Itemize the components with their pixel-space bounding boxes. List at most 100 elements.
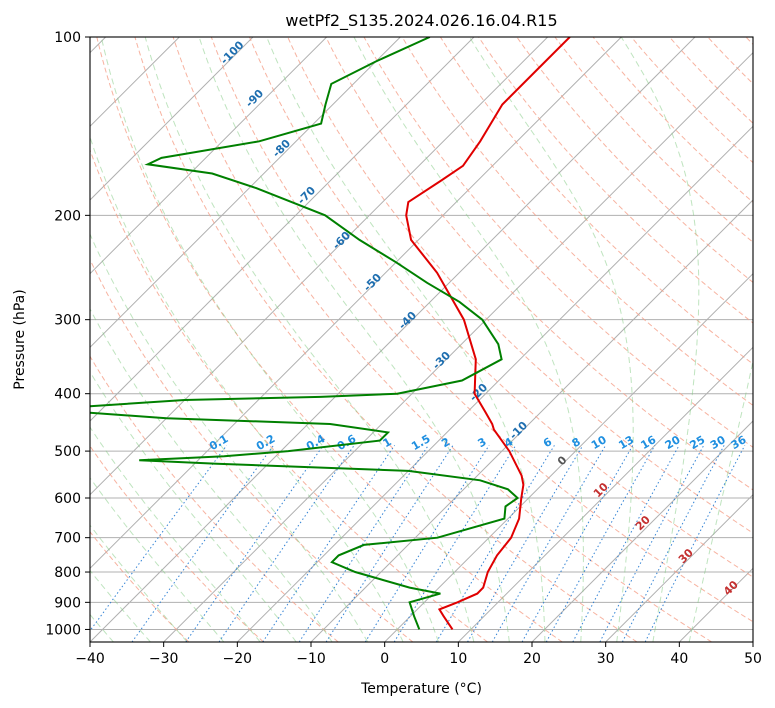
y-tick-label: 1000	[45, 622, 81, 638]
moist-adiabat	[90, 370, 297, 642]
moist-adiabat	[90, 569, 151, 642]
dry-adiabat	[90, 445, 264, 642]
x-axis-label: Temperature (°C)	[360, 681, 482, 697]
dry-adiabat	[90, 148, 488, 642]
axes: −40 −30 −20 −10 0 10 20 30 40 5010009008007006005…	[45, 30, 762, 667]
mixing-ratio-line	[262, 445, 396, 642]
mixing-ratio-line	[218, 445, 355, 642]
moist-adiabat	[90, 476, 225, 642]
plot-frame	[89, 36, 754, 643]
dry-adiabat	[707, 37, 753, 85]
moist-adiabat	[90, 524, 188, 642]
mixing-ratio-label: 36	[729, 433, 749, 452]
mixing-ratio-line	[491, 445, 607, 642]
mixing-ratio-line	[90, 445, 228, 632]
dry-adiabat	[401, 37, 753, 406]
dry-adiabat	[90, 258, 414, 642]
dry-adiabat	[554, 37, 753, 243]
x-tick-label: 40	[670, 651, 688, 667]
mixing-ratio-label: 25	[688, 433, 708, 452]
dry-adiabat	[363, 37, 753, 448]
x-tick-label: 50	[744, 651, 762, 667]
x-tick-label: 20	[523, 651, 541, 667]
y-tick-label: 200	[54, 208, 81, 224]
moist-adiabat	[620, 37, 700, 642]
mixing-ratio-line	[435, 445, 555, 642]
isotherm	[236, 125, 753, 642]
dry-adiabat	[592, 37, 753, 203]
dry-adiabat	[172, 37, 712, 642]
mixing-ratio-line	[131, 445, 274, 642]
isotherm	[90, 37, 475, 422]
dry-adiabat	[90, 355, 339, 642]
moist-adiabat	[90, 426, 261, 642]
isotherm	[90, 37, 328, 275]
dry-adiabat-label: 20	[633, 513, 653, 533]
mixing-ratio-line	[185, 445, 324, 642]
y-tick-label: 100	[54, 30, 81, 46]
moist-adiabat	[90, 232, 369, 642]
x-tick-label: 0	[380, 651, 389, 667]
dry-adiabat-label: 40	[721, 578, 741, 598]
mixing-ratio-label: 8	[570, 435, 583, 450]
dry-adiabat	[516, 37, 753, 284]
isotherm	[457, 346, 753, 642]
chart-title: wetPf2_S135.2024.026.16.04.R15	[285, 11, 557, 31]
y-axis-label: Pressure (hPa)	[12, 289, 28, 389]
y-tick-label: 300	[54, 313, 81, 329]
isotherm	[752, 641, 753, 642]
mixing-ratio-label: 0.4	[304, 432, 328, 453]
isotherm	[678, 567, 753, 642]
x-tick-label: 10	[449, 651, 467, 667]
y-tick-label: 700	[54, 531, 81, 547]
dewpoint-trace	[90, 37, 520, 630]
mixing-ratio-line	[393, 445, 517, 642]
dry-adiabat-label: -70	[295, 184, 318, 207]
mixing-ratio-label: 16	[639, 433, 659, 452]
dry-adiabat-label: -50	[361, 271, 384, 294]
mixing-ratio-line	[572, 445, 680, 642]
y-tick-label: 900	[54, 595, 81, 611]
dry-adiabat-label: 30	[676, 546, 696, 566]
isotherm	[384, 272, 753, 642]
x-tick-label: −30	[149, 651, 179, 667]
moist-adiabat	[100, 37, 439, 642]
y-tick-label: 400	[54, 387, 81, 403]
dry-adiabat-label: 0	[555, 453, 570, 468]
y-tick-label: 600	[54, 491, 81, 507]
mixing-ratio-line	[298, 445, 429, 642]
mixing-ratio-line	[621, 445, 725, 642]
dry-adiabat	[90, 531, 190, 642]
dry-adiabat	[745, 37, 753, 46]
mixing-ratio-label: 20	[663, 433, 683, 452]
background-lines	[90, 37, 753, 642]
dry-adiabat-label: -40	[396, 309, 419, 332]
moist-adiabat	[198, 37, 510, 642]
moist-adiabat	[90, 135, 404, 642]
dry-adiabat-label: 10	[591, 480, 611, 500]
mixing-ratio-line	[521, 445, 634, 642]
dry-adiabat	[249, 37, 753, 578]
dry-adiabat	[287, 37, 753, 534]
isotherm	[531, 420, 753, 642]
temperature-trace	[405, 37, 571, 630]
isotherm	[310, 199, 753, 642]
isotherm	[605, 493, 753, 642]
mixing-ratio-label: 10	[589, 433, 609, 452]
mixing-ratio-label: 0.2	[254, 432, 277, 453]
isotherm	[90, 37, 622, 570]
x-tick-label: −40	[75, 651, 105, 667]
moist-adiabat	[353, 37, 584, 642]
moist-adiabat	[266, 37, 546, 642]
dry-adiabat-label: -80	[270, 137, 293, 160]
dry-adiabat-label: -90	[243, 87, 266, 110]
mixing-ratio-label: 0.1	[207, 432, 230, 453]
dry-adiabat	[439, 37, 753, 365]
isotherm	[90, 37, 696, 642]
x-tick-label: 30	[597, 651, 615, 667]
dry-adiabat	[210, 37, 753, 623]
isotherm	[90, 37, 401, 349]
y-tick-label: 800	[54, 565, 81, 581]
dry-adiabat	[478, 37, 753, 324]
mixing-ratio-line	[467, 445, 584, 642]
